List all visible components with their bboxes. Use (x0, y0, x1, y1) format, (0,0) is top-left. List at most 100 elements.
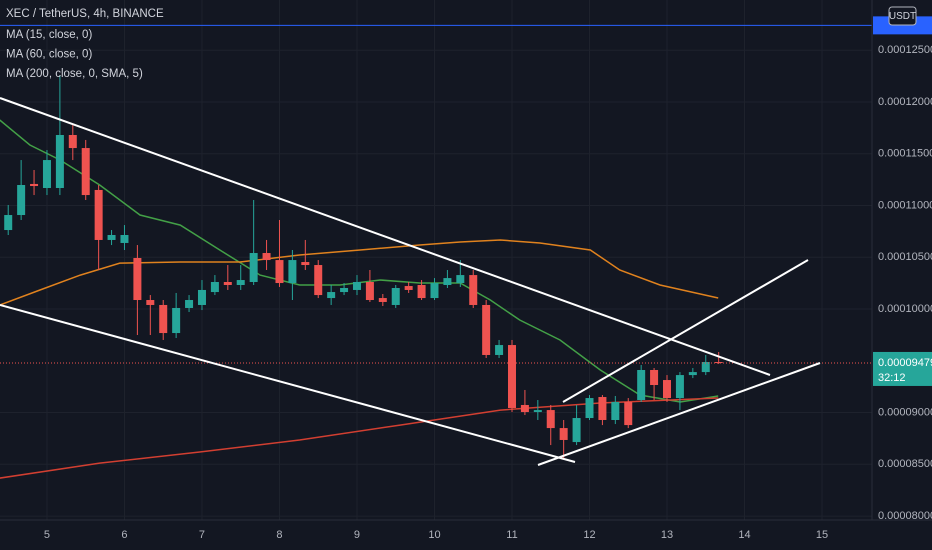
legend: MA (15, close, 0) MA (60, close, 0) MA (20… (6, 29, 143, 80)
y-tick-label: 0.00011500 (878, 148, 932, 160)
candle-body (714, 362, 723, 364)
y-tick-label: 0.00008000 (878, 510, 932, 522)
price-axis (872, 0, 932, 550)
trend-line (0, 304, 576, 463)
x-tick-label: 11 (506, 529, 517, 541)
last-price-tag (873, 351, 932, 386)
candle-body (675, 375, 684, 399)
candle-body (301, 262, 310, 266)
candle-body (378, 298, 387, 302)
candle-body (482, 304, 491, 355)
trend-line (537, 362, 821, 466)
last-price-label: 0.00009479 (878, 357, 932, 369)
candle-body (688, 372, 697, 376)
candle-body (572, 418, 581, 443)
candle-body (159, 304, 168, 334)
x-tick-label: 12 (583, 529, 595, 541)
legend-entry: MA (60, close, 0) (6, 49, 92, 61)
candle-body (81, 148, 90, 196)
plot (0, 24, 932, 479)
grid (0, 0, 872, 520)
candle-body (4, 215, 13, 231)
moving-average (0, 239, 719, 306)
x-tick-label: 13 (661, 529, 673, 541)
candle-body (210, 281, 219, 293)
x-tick-label: 14 (738, 529, 750, 541)
legend-entry: MA (15, close, 0) (6, 29, 92, 41)
candle-body (55, 134, 64, 188)
currency-badge[interactable] (888, 6, 917, 26)
candle-body (120, 234, 129, 243)
candle-body (469, 275, 478, 305)
x-tick-label: 5 (44, 529, 50, 541)
chart-title: XEC / TetherUS, 4h, BINANCE (6, 8, 164, 20)
x-tick-label: 8 (276, 529, 282, 541)
candle-body (262, 253, 271, 261)
countdown: 32:12 (878, 372, 906, 384)
y-tick-label: 0.00012500 (878, 44, 932, 56)
candle-body (650, 369, 659, 386)
candle-body (94, 189, 103, 240)
y-tick-label: 0.00008500 (878, 458, 932, 470)
y-tick-label: 0.00009000 (878, 406, 932, 418)
candle-body (146, 300, 155, 305)
candle-body (637, 369, 646, 401)
candle-body (185, 300, 194, 308)
candle-body (559, 428, 568, 440)
candle-body (391, 288, 400, 305)
candle-body (365, 281, 374, 301)
candle-body (197, 289, 206, 305)
legend-entry: MA (200, close, 0, SMA, 5) (6, 68, 143, 80)
y-tick-label: 0.00011000 (878, 199, 932, 211)
x-tick-label: 10 (428, 529, 440, 541)
candle-body (340, 288, 349, 293)
x-tick-label: 9 (354, 529, 360, 541)
candle-body (701, 362, 710, 373)
candle-body (520, 404, 529, 413)
candle-body (249, 253, 258, 282)
x-tick-label: 7 (199, 529, 205, 541)
candle-body (223, 281, 232, 286)
candle-body (404, 286, 413, 290)
candle-body (430, 283, 439, 299)
trend-line (0, 97, 771, 376)
candle-body (624, 401, 633, 426)
candle-body (172, 307, 181, 334)
candle-body (352, 281, 361, 290)
candle-body (495, 345, 504, 355)
candle-body (443, 278, 452, 286)
y-tick-label: 0.00012000 (878, 96, 932, 108)
candle-body (17, 184, 26, 216)
moving-average (0, 397, 719, 479)
axes: 0.00008000 0.00008500 0.00009000 0.00010000… (44, 6, 932, 541)
candle-body (507, 345, 516, 408)
y-tick-label: 0.00010000 (878, 303, 932, 315)
candle-body (417, 285, 426, 299)
candle-body (133, 257, 142, 301)
x-tick-label: 15 (816, 529, 828, 541)
candle-body (456, 275, 465, 284)
x-tick-label: 6 (121, 529, 127, 541)
candle-body (236, 280, 245, 286)
candle-body (546, 410, 555, 429)
y-tick-label: 0.00010500 (878, 251, 932, 263)
candle-body (598, 397, 607, 420)
candle-body (585, 398, 594, 419)
candle-body (288, 260, 297, 284)
candle-body (68, 134, 77, 149)
trend-line (562, 259, 809, 403)
trend-lines (0, 97, 821, 466)
candle-body (533, 410, 542, 413)
candle-body (275, 260, 284, 284)
candle-body (42, 160, 51, 188)
candle-body (327, 292, 336, 299)
candle-body (663, 380, 672, 399)
candle-body (611, 401, 620, 420)
candle-body (30, 183, 39, 187)
candle-body (107, 234, 116, 240)
currency-label[interactable]: USDT (889, 11, 916, 22)
candle-body (314, 265, 323, 296)
